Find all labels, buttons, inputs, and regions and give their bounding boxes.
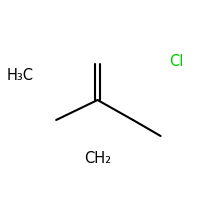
Text: Cl: Cl: [169, 53, 184, 68]
Text: CH₂: CH₂: [84, 151, 111, 166]
Text: H₃C: H₃C: [7, 68, 34, 84]
